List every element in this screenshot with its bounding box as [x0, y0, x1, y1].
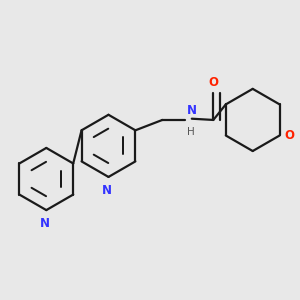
Text: N: N: [40, 217, 50, 230]
Text: O: O: [209, 76, 219, 89]
Text: N: N: [187, 104, 197, 118]
Text: H: H: [187, 127, 194, 136]
Text: O: O: [285, 129, 295, 142]
Text: N: N: [102, 184, 112, 196]
